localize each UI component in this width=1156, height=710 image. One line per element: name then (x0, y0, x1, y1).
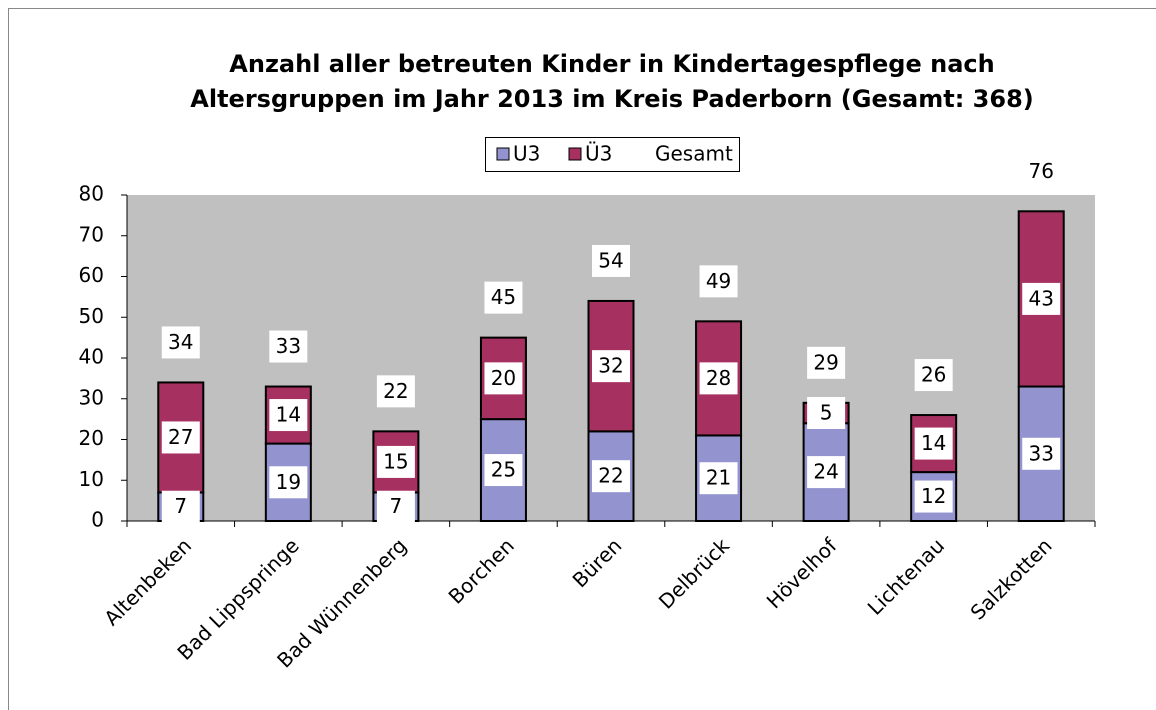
data-label-box (161, 326, 200, 359)
data-label: 20 (491, 366, 516, 390)
chart-title: Anzahl aller betreuten Kinder in Kindert… (229, 50, 994, 78)
data-label: 76 (1028, 159, 1053, 183)
y-tick-label: 50 (79, 304, 104, 328)
data-label-box (699, 462, 738, 495)
data-label-box (699, 362, 738, 395)
data-label: 12 (921, 484, 946, 508)
legend-marker (496, 147, 510, 161)
data-label-box (161, 421, 200, 454)
data-label-box (914, 480, 953, 513)
x-tick-label: Altenbeken (99, 533, 196, 630)
x-tick-label: Borchen (444, 533, 519, 608)
x-tick-label: Hövelhof (762, 533, 843, 614)
data-label-box (1022, 155, 1061, 188)
data-label-box (376, 445, 415, 478)
x-tick-label: Delbrück (654, 533, 735, 614)
data-label-box (807, 397, 846, 430)
data-label-box (914, 427, 953, 460)
data-label: 43 (1028, 286, 1053, 310)
legend-marker (568, 147, 582, 161)
legend-label: U3 (513, 142, 540, 166)
data-label: 28 (706, 366, 731, 390)
data-label: 26 (921, 363, 946, 387)
legend-label: Ü3 (585, 142, 612, 166)
data-label: 33 (276, 334, 301, 358)
data-label-box (269, 466, 308, 499)
y-tick-label: 0 (91, 508, 104, 532)
y-tick-label: 30 (79, 385, 104, 409)
data-label-box (376, 375, 415, 408)
data-label-box (269, 399, 308, 432)
data-label: 7 (174, 494, 187, 518)
data-label-box (592, 460, 630, 493)
data-label: 27 (168, 425, 193, 449)
data-label-box (807, 456, 846, 489)
chart-frame (8, 8, 1156, 710)
data-label-box (484, 281, 523, 314)
data-label-box (914, 359, 953, 392)
data-label-box (161, 490, 200, 523)
data-label-box (1022, 282, 1061, 315)
data-label: 14 (276, 403, 301, 427)
data-label: 49 (706, 269, 731, 293)
data-label: 25 (491, 458, 516, 482)
y-tick-label: 60 (79, 263, 104, 287)
data-label: 19 (276, 470, 301, 494)
data-label-box (484, 454, 523, 487)
data-label: 14 (921, 431, 946, 455)
legend-box (485, 137, 740, 172)
y-tick-label: 70 (79, 222, 104, 246)
data-label-box (807, 346, 846, 379)
data-label-box (1022, 437, 1061, 470)
y-tick-label: 40 (79, 345, 104, 369)
data-label-box (376, 490, 415, 523)
x-tick-label: Büren (568, 533, 627, 592)
data-label: 24 (813, 460, 838, 484)
data-label-box (484, 362, 523, 395)
data-label-box (592, 244, 630, 277)
x-tick-label: Salzkotten (966, 533, 1057, 624)
x-tick-label: Lichtenau (863, 533, 949, 619)
data-label: 34 (168, 330, 193, 354)
data-label: 54 (598, 248, 623, 272)
legend-label: Gesamt (655, 142, 733, 166)
chart-title: Altersgruppen im Jahr 2013 im Kreis Pade… (190, 85, 1033, 113)
data-label-box (592, 350, 630, 383)
data-label: 33 (1028, 441, 1053, 465)
data-label: 45 (491, 285, 516, 309)
data-label: 22 (598, 464, 623, 488)
data-label: 15 (383, 449, 408, 473)
data-label: 5 (820, 401, 833, 425)
y-tick-label: 20 (79, 426, 104, 450)
data-label: 21 (706, 466, 731, 490)
data-label: 29 (813, 350, 838, 374)
data-label-box (269, 330, 308, 363)
data-label: 7 (390, 494, 403, 518)
data-label: 32 (598, 354, 623, 378)
data-label-box (699, 265, 738, 298)
data-label: 22 (383, 379, 408, 403)
y-tick-label: 80 (79, 182, 104, 206)
y-tick-label: 10 (79, 467, 104, 491)
